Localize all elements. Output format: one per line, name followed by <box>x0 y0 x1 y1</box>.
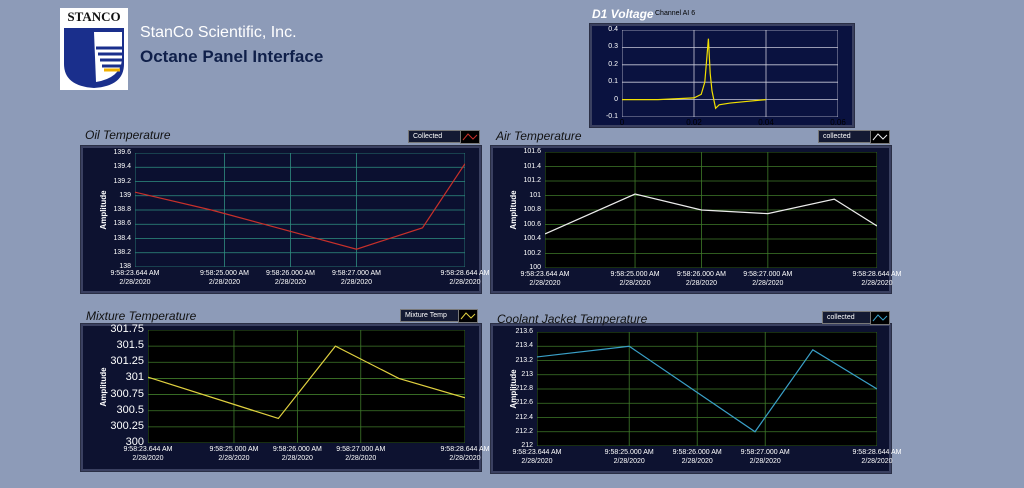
x-tick-label: 9:58:25.000 AM 2/28/2020 <box>199 270 249 286</box>
x-tick-label: 0.06 <box>830 118 846 127</box>
x-tick-label: 9:58:27.000 AM 2/28/2020 <box>743 271 793 287</box>
y-tick-label: 0.4 <box>608 26 618 33</box>
x-tick-label: 0 <box>619 118 625 127</box>
plot-area <box>537 332 877 446</box>
y-tick-label: 212.4 <box>515 413 533 421</box>
data-line <box>537 345 877 433</box>
x-tick-label: 9:58:25.000 AM 2/28/2020 <box>604 449 654 465</box>
y-tick-label: 100 <box>529 264 541 271</box>
legend-swatch-box <box>458 309 478 323</box>
legend-swatch <box>462 133 478 141</box>
y-tick-label: 100.6 <box>523 220 541 228</box>
legend-entry: Collected <box>408 130 462 143</box>
chart-subtitle: Channel AI 6 <box>655 10 696 17</box>
legend-entry: Mixture Temp <box>400 309 460 322</box>
y-tick-label: 301.5 <box>116 339 144 352</box>
logo-text: STANCO <box>67 9 120 24</box>
y-tick-label: 101 <box>529 191 541 199</box>
company-name: StanCo Scientific, Inc. <box>140 24 297 41</box>
x-tick-label: 9:58:26.000 AM 2/28/2020 <box>265 270 315 286</box>
x-tick-label: 0.04 <box>758 118 774 127</box>
legend-swatch-box <box>460 130 480 144</box>
x-tick-label: 9:58:23.644 AM 2/28/2020 <box>520 271 570 287</box>
x-tick-label: 9:58:28.644 AM 2/28/2020 <box>440 270 490 286</box>
legend-swatch <box>872 314 888 322</box>
app-title: Octane Panel Interface <box>140 47 324 66</box>
logo: STANCO <box>60 8 128 90</box>
data-line <box>135 163 465 250</box>
y-tick-label: -0.1 <box>605 113 618 120</box>
y-tick-label: 0.1 <box>608 78 618 86</box>
legend-swatch <box>872 133 888 141</box>
y-tick-label: 100.8 <box>523 206 541 213</box>
y-tick-label: 300.5 <box>116 403 144 416</box>
data-line <box>622 38 767 110</box>
x-tick-label: 9:58:26.000 AM 2/28/2020 <box>272 446 322 462</box>
y-tick-label: 138.8 <box>113 206 131 213</box>
chart-title: Coolant Jacket Temperature <box>497 312 648 326</box>
y-tick-label: 139.4 <box>113 163 131 171</box>
y-tick-label: 138.2 <box>113 248 131 256</box>
y-tick-label: 213 <box>521 370 533 378</box>
y-tick-label: 300 <box>125 436 144 448</box>
y-tick-label: 300.25 <box>110 419 144 432</box>
x-tick-label: 9:58:23.644 AM 2/28/2020 <box>512 449 562 465</box>
y-tick-label: 100.4 <box>523 235 541 242</box>
legend-swatch-box <box>870 130 890 144</box>
x-tick-label: 9:58:28.644 AM 2/28/2020 <box>852 449 902 465</box>
y-tick-label: 301.25 <box>110 355 144 368</box>
x-tick-label: 9:58:25.000 AM 2/28/2020 <box>610 271 660 287</box>
chart-title: Air Temperature <box>496 129 582 143</box>
x-tick-label: 9:58:25.000 AM 2/28/2020 <box>209 446 259 462</box>
x-tick-label: 9:58:26.000 AM 2/28/2020 <box>672 449 722 465</box>
plot-area <box>622 30 838 117</box>
y-tick-label: 212.2 <box>515 427 533 435</box>
chart-title: D1 Voltage <box>592 7 654 21</box>
y-tick-label: 101.6 <box>523 148 541 155</box>
y-tick-label: 139.2 <box>113 177 131 185</box>
x-tick-label: 9:58:28.644 AM 2/28/2020 <box>440 446 490 462</box>
y-tick-label: 138.6 <box>113 220 131 228</box>
y-tick-label: 0.2 <box>608 60 618 68</box>
y-tick-label: 300.75 <box>110 387 144 400</box>
y-tick-label: 0.3 <box>608 43 618 51</box>
y-axis-label: Amplitude <box>99 366 108 407</box>
chart-title: Mixture Temperature <box>86 309 197 323</box>
y-tick-label: 101.2 <box>523 177 541 184</box>
y-tick-label: 139.6 <box>113 149 131 156</box>
x-tick-label: 9:58:27.000 AM 2/28/2020 <box>740 449 790 465</box>
y-tick-label: 213.2 <box>515 356 533 364</box>
data-line <box>545 193 877 235</box>
plot-area <box>135 153 465 267</box>
y-tick-label: 100.2 <box>523 249 541 257</box>
y-tick-label: 301.75 <box>110 323 144 335</box>
legend-swatch <box>460 312 476 320</box>
x-tick-label: 9:58:27.000 AM 2/28/2020 <box>336 446 386 462</box>
y-tick-label: 139 <box>119 191 131 199</box>
y-tick-label: 138 <box>119 263 131 270</box>
x-tick-label: 9:58:28.644 AM 2/28/2020 <box>852 271 902 287</box>
y-tick-label: 101.4 <box>523 162 541 170</box>
x-tick-label: 9:58:26.000 AM 2/28/2020 <box>676 271 726 287</box>
plot-area <box>148 330 465 443</box>
legend-entry: collected <box>818 130 872 143</box>
y-tick-label: 213.4 <box>515 342 533 350</box>
y-tick-label: 301 <box>125 371 144 384</box>
x-tick-label: 9:58:23.644 AM 2/28/2020 <box>110 270 160 286</box>
x-tick-label: 0.02 <box>686 118 702 127</box>
plot-area <box>545 152 877 268</box>
legend-entry: collected <box>822 311 872 324</box>
legend-swatch-box <box>870 311 890 325</box>
y-tick-label: 0 <box>614 95 618 103</box>
y-tick-label: 213.6 <box>515 328 533 335</box>
y-tick-label: 212 <box>521 442 533 449</box>
y-tick-label: 212.8 <box>515 385 533 392</box>
data-line <box>148 345 465 420</box>
x-tick-label: 9:58:27.000 AM 2/28/2020 <box>331 270 381 286</box>
chart-title: Oil Temperature <box>85 128 171 142</box>
y-tick-label: 212.6 <box>515 399 533 407</box>
x-tick-label: 9:58:23.644 AM 2/28/2020 <box>123 446 173 462</box>
y-tick-label: 138.4 <box>113 234 131 242</box>
